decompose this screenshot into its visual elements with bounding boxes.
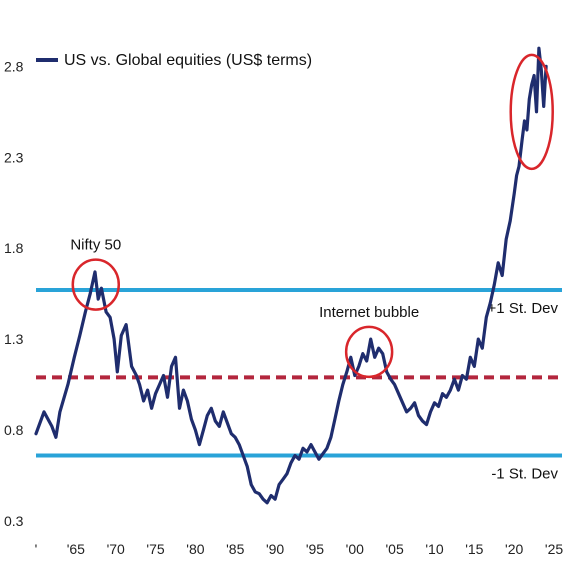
legend-label: US vs. Global equities (US$ terms) [64,52,312,69]
x-tick-label: '95 [306,541,324,557]
x-tick-label: '00 [346,541,364,557]
y-tick-label: 0.3 [4,513,24,529]
y-tick-label: 1.8 [4,240,24,256]
series-group [34,46,548,505]
highlight-circle [71,258,121,311]
annotations: Nifty 50 Internet bubble [70,237,419,321]
y-tick-label: 2.3 [4,149,24,165]
x-tick-label: '85 [226,541,244,557]
series-line [34,46,548,505]
x-tick-label: '10 [425,541,443,557]
y-tick-label: 0.8 [4,422,24,438]
reference-lines: +1 St. Dev -1 St. Dev [36,288,562,483]
highlight-circle [344,325,394,379]
annotation-label: Internet bubble [319,304,419,321]
y-axis: 0.3 0.8 1.3 1.8 2.3 2.8 [4,58,24,529]
x-tick-label: '15 [465,541,483,557]
x-tick-label: '70 [107,541,125,557]
x-tick-label: '65 [67,541,85,557]
highlight-circles [71,53,554,379]
x-tick-label: ' [35,541,38,557]
x-tick-label: '75 [146,541,164,557]
x-tick-label: '80 [186,541,204,557]
x-tick-label: '90 [266,541,284,557]
y-tick-label: 2.8 [4,58,24,74]
x-tick-label: '05 [386,541,404,557]
x-axis: ' '65 '70 '75 '80 '85 '90 '95 '00 '05 '10 '15 '20 '25 [35,541,564,557]
y-tick-label: 1.3 [4,331,24,347]
annotation-label: Nifty 50 [70,237,121,254]
legend: US vs. Global equities (US$ terms) [36,52,312,69]
reference-line-label: +1 St. Dev [488,300,559,317]
reference-line-label: -1 St. Dev [491,466,558,483]
highlight-circle [509,53,554,171]
x-tick-label: '20 [505,541,523,557]
x-tick-label: '25 [545,541,563,557]
